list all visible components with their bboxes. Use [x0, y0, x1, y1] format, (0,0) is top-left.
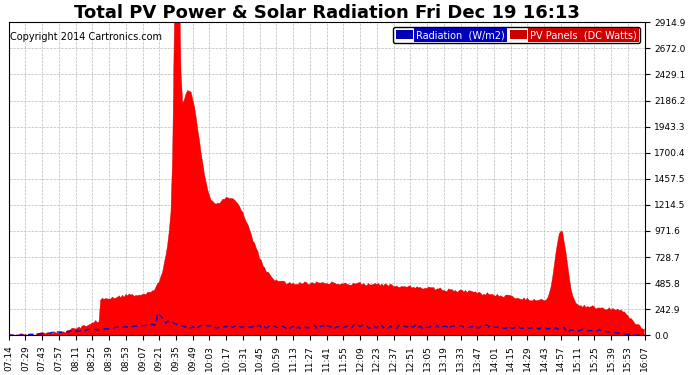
- Title: Total PV Power & Solar Radiation Fri Dec 19 16:13: Total PV Power & Solar Radiation Fri Dec…: [74, 4, 580, 22]
- Legend: Radiation  (W/m2), PV Panels  (DC Watts): Radiation (W/m2), PV Panels (DC Watts): [393, 27, 640, 43]
- Text: Copyright 2014 Cartronics.com: Copyright 2014 Cartronics.com: [10, 32, 162, 42]
